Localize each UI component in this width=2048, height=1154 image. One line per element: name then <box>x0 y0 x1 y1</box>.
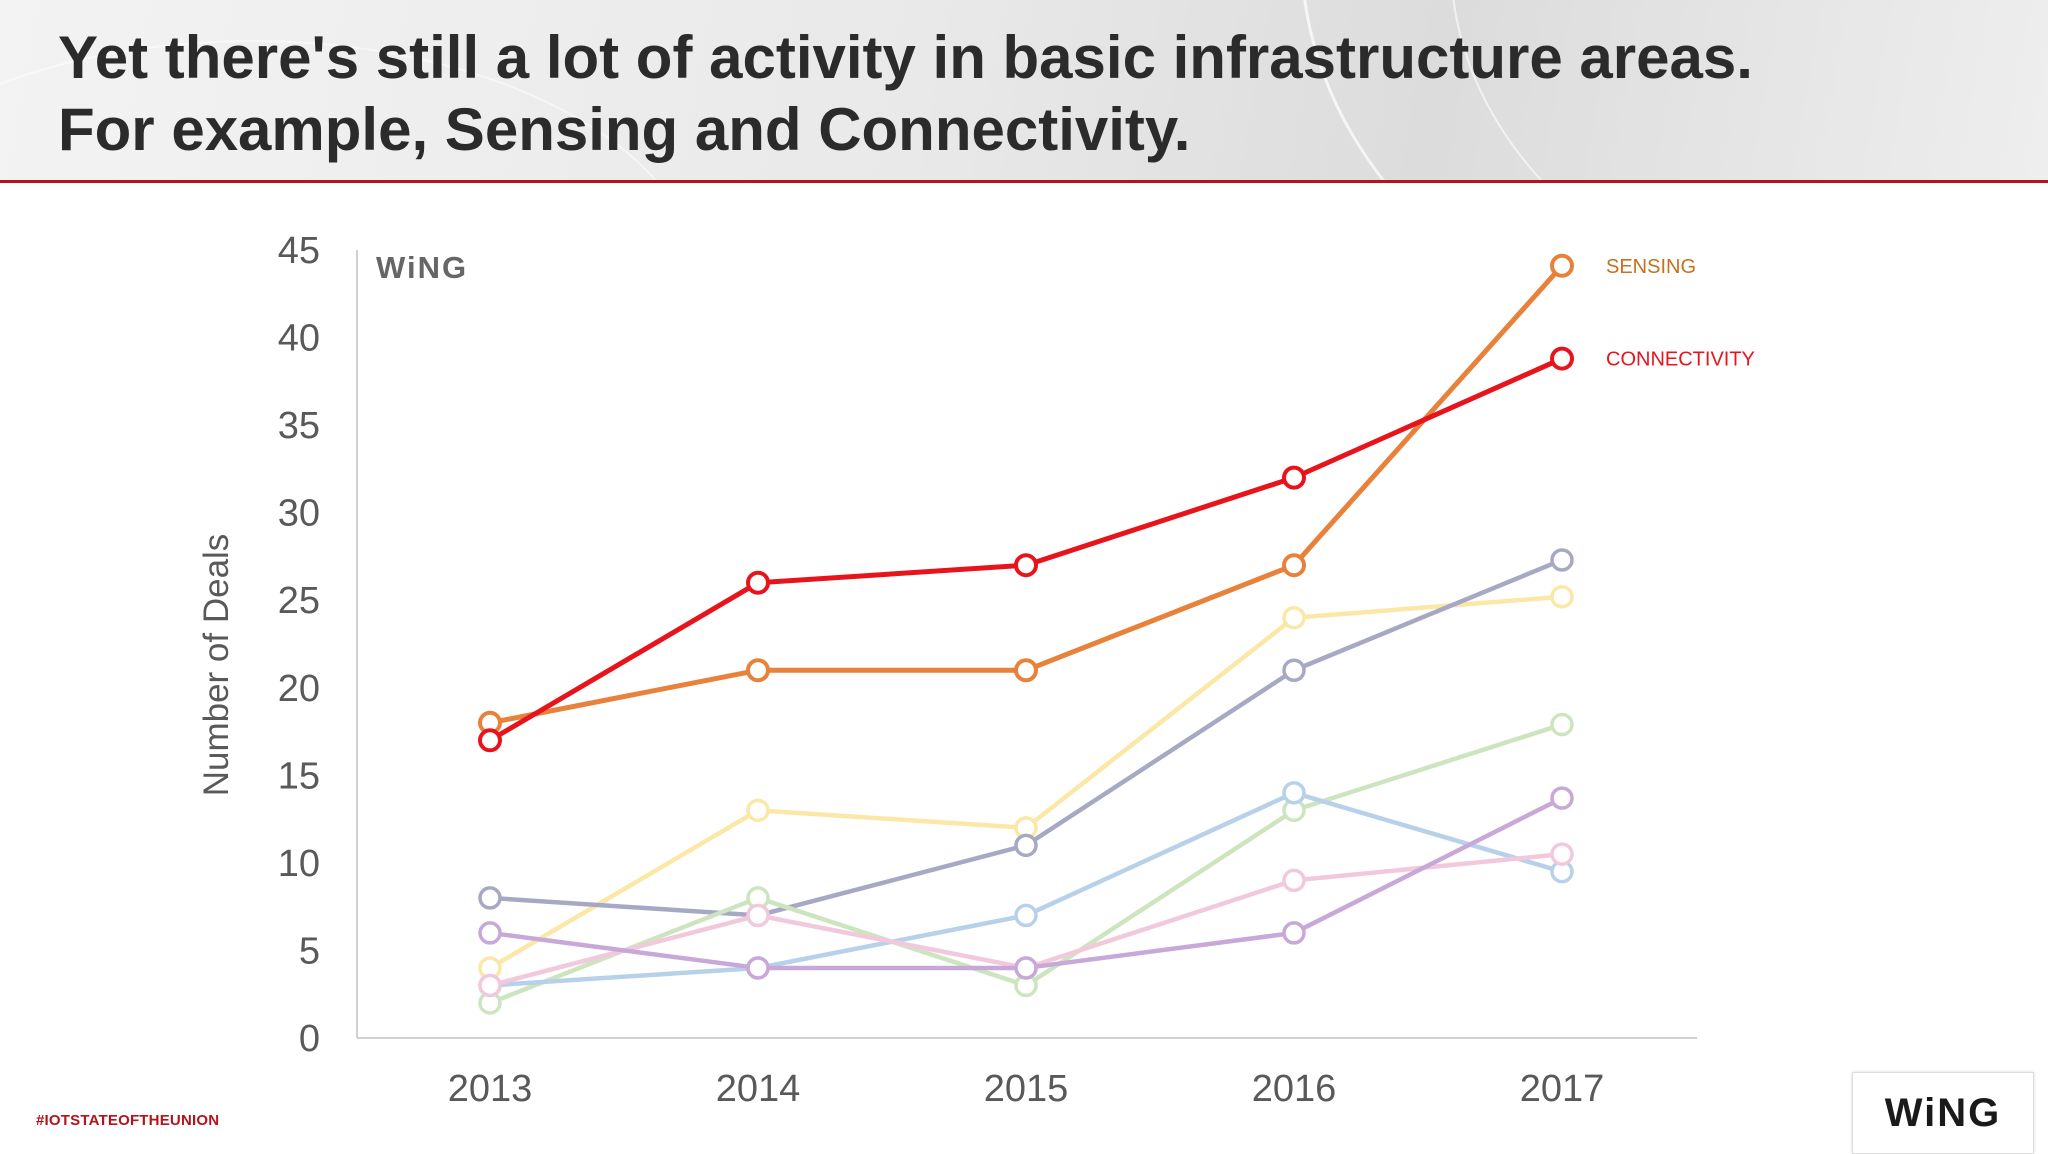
data-point <box>1282 465 1306 490</box>
data-point <box>478 973 502 998</box>
data-point <box>746 570 770 595</box>
series-line <box>487 557 1565 918</box>
data-point <box>746 903 770 928</box>
data-point <box>1282 553 1306 578</box>
slide-title: Yet there's still a lot of activity in b… <box>58 22 1958 166</box>
brand-logo-box: WiNG <box>1852 1072 2034 1154</box>
data-point <box>1550 786 1574 810</box>
x-tick-label: 2014 <box>716 1068 801 1110</box>
y-tick-label: 35 <box>278 405 320 447</box>
header-divider <box>0 180 2048 183</box>
x-tick-label: 2013 <box>448 1068 533 1110</box>
data-point <box>1014 903 1038 928</box>
data-point <box>746 956 770 980</box>
series-connectivity: CONNECTIVITY <box>478 346 1755 753</box>
chart-axes: 0 5 10 15 20 25 30 35 40 45 2013 2014 2015 2016 2017 <box>278 230 1697 1110</box>
y-tick-label: 15 <box>278 755 320 797</box>
data-point <box>1282 658 1306 683</box>
chart-watermark: WiNG <box>376 250 468 285</box>
y-tick-label: 25 <box>278 580 320 622</box>
data-point <box>1550 253 1574 278</box>
data-point <box>1282 781 1306 805</box>
series-line <box>487 356 1565 743</box>
data-point <box>746 658 770 683</box>
chart-series-layer: SENSING CONNECTIVITY <box>478 253 1755 1015</box>
series-label: SENSING <box>1606 256 1696 278</box>
slide-title-line-1: Yet there's still a lot of activity in b… <box>58 24 1753 91</box>
series-other <box>478 584 1574 980</box>
y-tick-label: 40 <box>278 318 320 360</box>
data-point <box>1550 346 1574 371</box>
data-point <box>1014 658 1038 683</box>
data-point <box>1550 584 1574 609</box>
hashtag-footer: #IOTSTATEOFTHEUNION <box>36 1112 220 1129</box>
data-point <box>1014 833 1038 858</box>
y-tick-label: 0 <box>299 1018 320 1060</box>
series-label: CONNECTIVITY <box>1606 349 1755 371</box>
data-point <box>478 921 502 945</box>
series-line <box>487 263 1565 726</box>
y-tick-label: 10 <box>278 843 320 885</box>
data-point <box>1282 605 1306 630</box>
data-point <box>1550 548 1574 572</box>
y-tick-label: 20 <box>278 668 320 710</box>
slide-title-line-2: For example, Sensing and Connectivity. <box>58 96 1191 163</box>
brand-logo: WiNG <box>1884 1090 2002 1135</box>
data-point <box>1282 921 1306 945</box>
data-point <box>1014 956 1038 980</box>
data-point <box>478 728 502 753</box>
y-tick-label: 45 <box>278 230 320 272</box>
data-point <box>1014 553 1038 578</box>
series-other <box>478 786 1574 980</box>
data-point <box>746 798 770 823</box>
y-tick-label: 5 <box>299 930 320 972</box>
data-point <box>478 886 502 910</box>
data-point <box>1550 712 1574 737</box>
x-tick-label: 2017 <box>1520 1068 1605 1110</box>
series-other <box>478 712 1574 1015</box>
data-point <box>1282 868 1306 893</box>
x-tick-label: 2015 <box>984 1068 1069 1110</box>
data-point <box>1550 842 1574 866</box>
y-axis-label: Number of Deals <box>197 534 236 797</box>
slide-header <box>0 0 2048 180</box>
series-sensing: SENSING <box>478 253 1696 735</box>
y-tick-label: 30 <box>278 493 320 535</box>
x-tick-label: 2016 <box>1252 1068 1337 1110</box>
